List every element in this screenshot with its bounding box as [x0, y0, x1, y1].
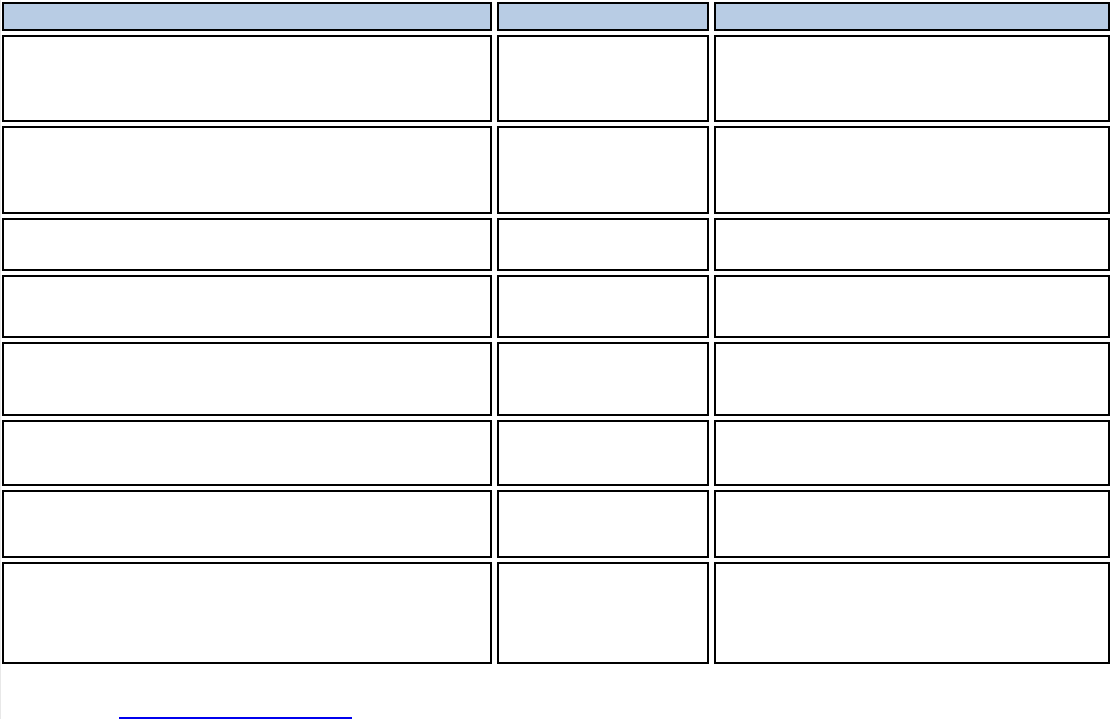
table-cell: [714, 490, 1110, 558]
table-row: [2, 35, 1110, 122]
table-cell: [2, 562, 493, 664]
table-cell: [714, 126, 1110, 214]
table-cell: [2, 420, 493, 486]
table-cell: [2, 218, 493, 271]
table-cell: [497, 35, 710, 122]
table-cell: [497, 126, 710, 214]
table-cell: [714, 562, 1110, 664]
table-cell: [2, 35, 493, 122]
header-cell-1: [2, 2, 493, 31]
table-cell: [497, 275, 710, 338]
table-cell: [714, 275, 1110, 338]
table-row: [2, 275, 1110, 338]
table-cell: [497, 218, 710, 271]
table-row: [2, 126, 1110, 214]
table-cell: [2, 126, 493, 214]
table-cell: [2, 275, 493, 338]
table-row: [2, 562, 1110, 664]
table-cell: [497, 342, 710, 416]
page-edge-line: [0, 0, 1, 719]
table-row: [2, 218, 1110, 271]
hyperlink-underline[interactable]: [119, 703, 352, 719]
table-cell: [714, 35, 1110, 122]
table-row: [2, 420, 1110, 486]
table-row: [2, 342, 1110, 416]
table-cell: [497, 420, 710, 486]
table-header-row: [2, 2, 1110, 31]
table-cell: [2, 342, 493, 416]
table-cell: [714, 342, 1110, 416]
table-cell: [714, 420, 1110, 486]
table-cell: [497, 562, 710, 664]
document-table: [2, 2, 1110, 664]
table-cell: [714, 218, 1110, 271]
header-cell-2: [497, 2, 710, 31]
table-cell: [2, 490, 493, 558]
table-row: [2, 490, 1110, 558]
header-cell-3: [714, 2, 1110, 31]
table-cell: [497, 490, 710, 558]
